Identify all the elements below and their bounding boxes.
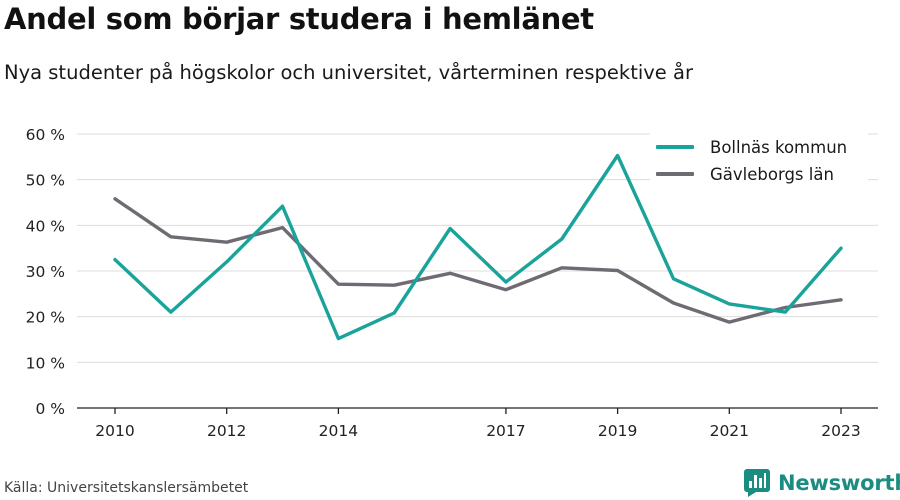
legend-swatch-gavleborg [656,172,694,176]
x-tick-label: 2023 [821,422,860,440]
chart-subtitle: Nya studenter på högskolor och universit… [4,61,693,84]
y-tick-label: 10 % [26,354,65,372]
y-tick-label: 40 % [26,217,65,235]
series-line-bollnas [113,153,843,341]
x-axis: 2010 2012 2014 2017 2019 2021 2023 [77,407,878,440]
y-tick-label: 20 % [26,309,65,327]
x-tick-label: 2019 [598,422,637,440]
y-tick-label: 60 % [26,126,65,144]
legend-swatch-bollnas [656,145,694,149]
legend: Bollnäs kommun Gävleborgs län [650,128,868,194]
x-tick-label: 2021 [710,422,749,440]
y-axis-ticks: 0 % 10 % 20 % 30 % 40 % 50 % 60 % [26,126,65,418]
legend-label-bollnas: Bollnäs kommun [710,137,848,157]
brand-logo[interactable]: Newsworthy [744,468,900,498]
x-tick-label: 2014 [319,422,358,440]
brand-name: Newsworthy [778,471,900,495]
newsworthy-logo-icon [744,469,770,497]
chart-title: Andel som börjar studera i hemlänet [4,2,594,36]
x-tick-label: 2010 [95,422,134,440]
x-tick-label: 2017 [486,422,525,440]
x-tick-label: 2012 [207,422,246,440]
y-tick-label: 30 % [26,263,65,281]
legend-item-gavleborg: Gävleborgs län [656,162,834,186]
legend-label-gavleborg: Gävleborgs län [710,164,834,184]
y-tick-label: 0 % [35,400,65,418]
source-note: Källa: Universitetskanslersämbetet [4,480,249,496]
series-line-gavleborg [113,197,843,324]
legend-item-bollnas: Bollnäs kommun [656,135,847,159]
series-lines [113,153,843,341]
y-tick-label: 50 % [26,172,65,190]
